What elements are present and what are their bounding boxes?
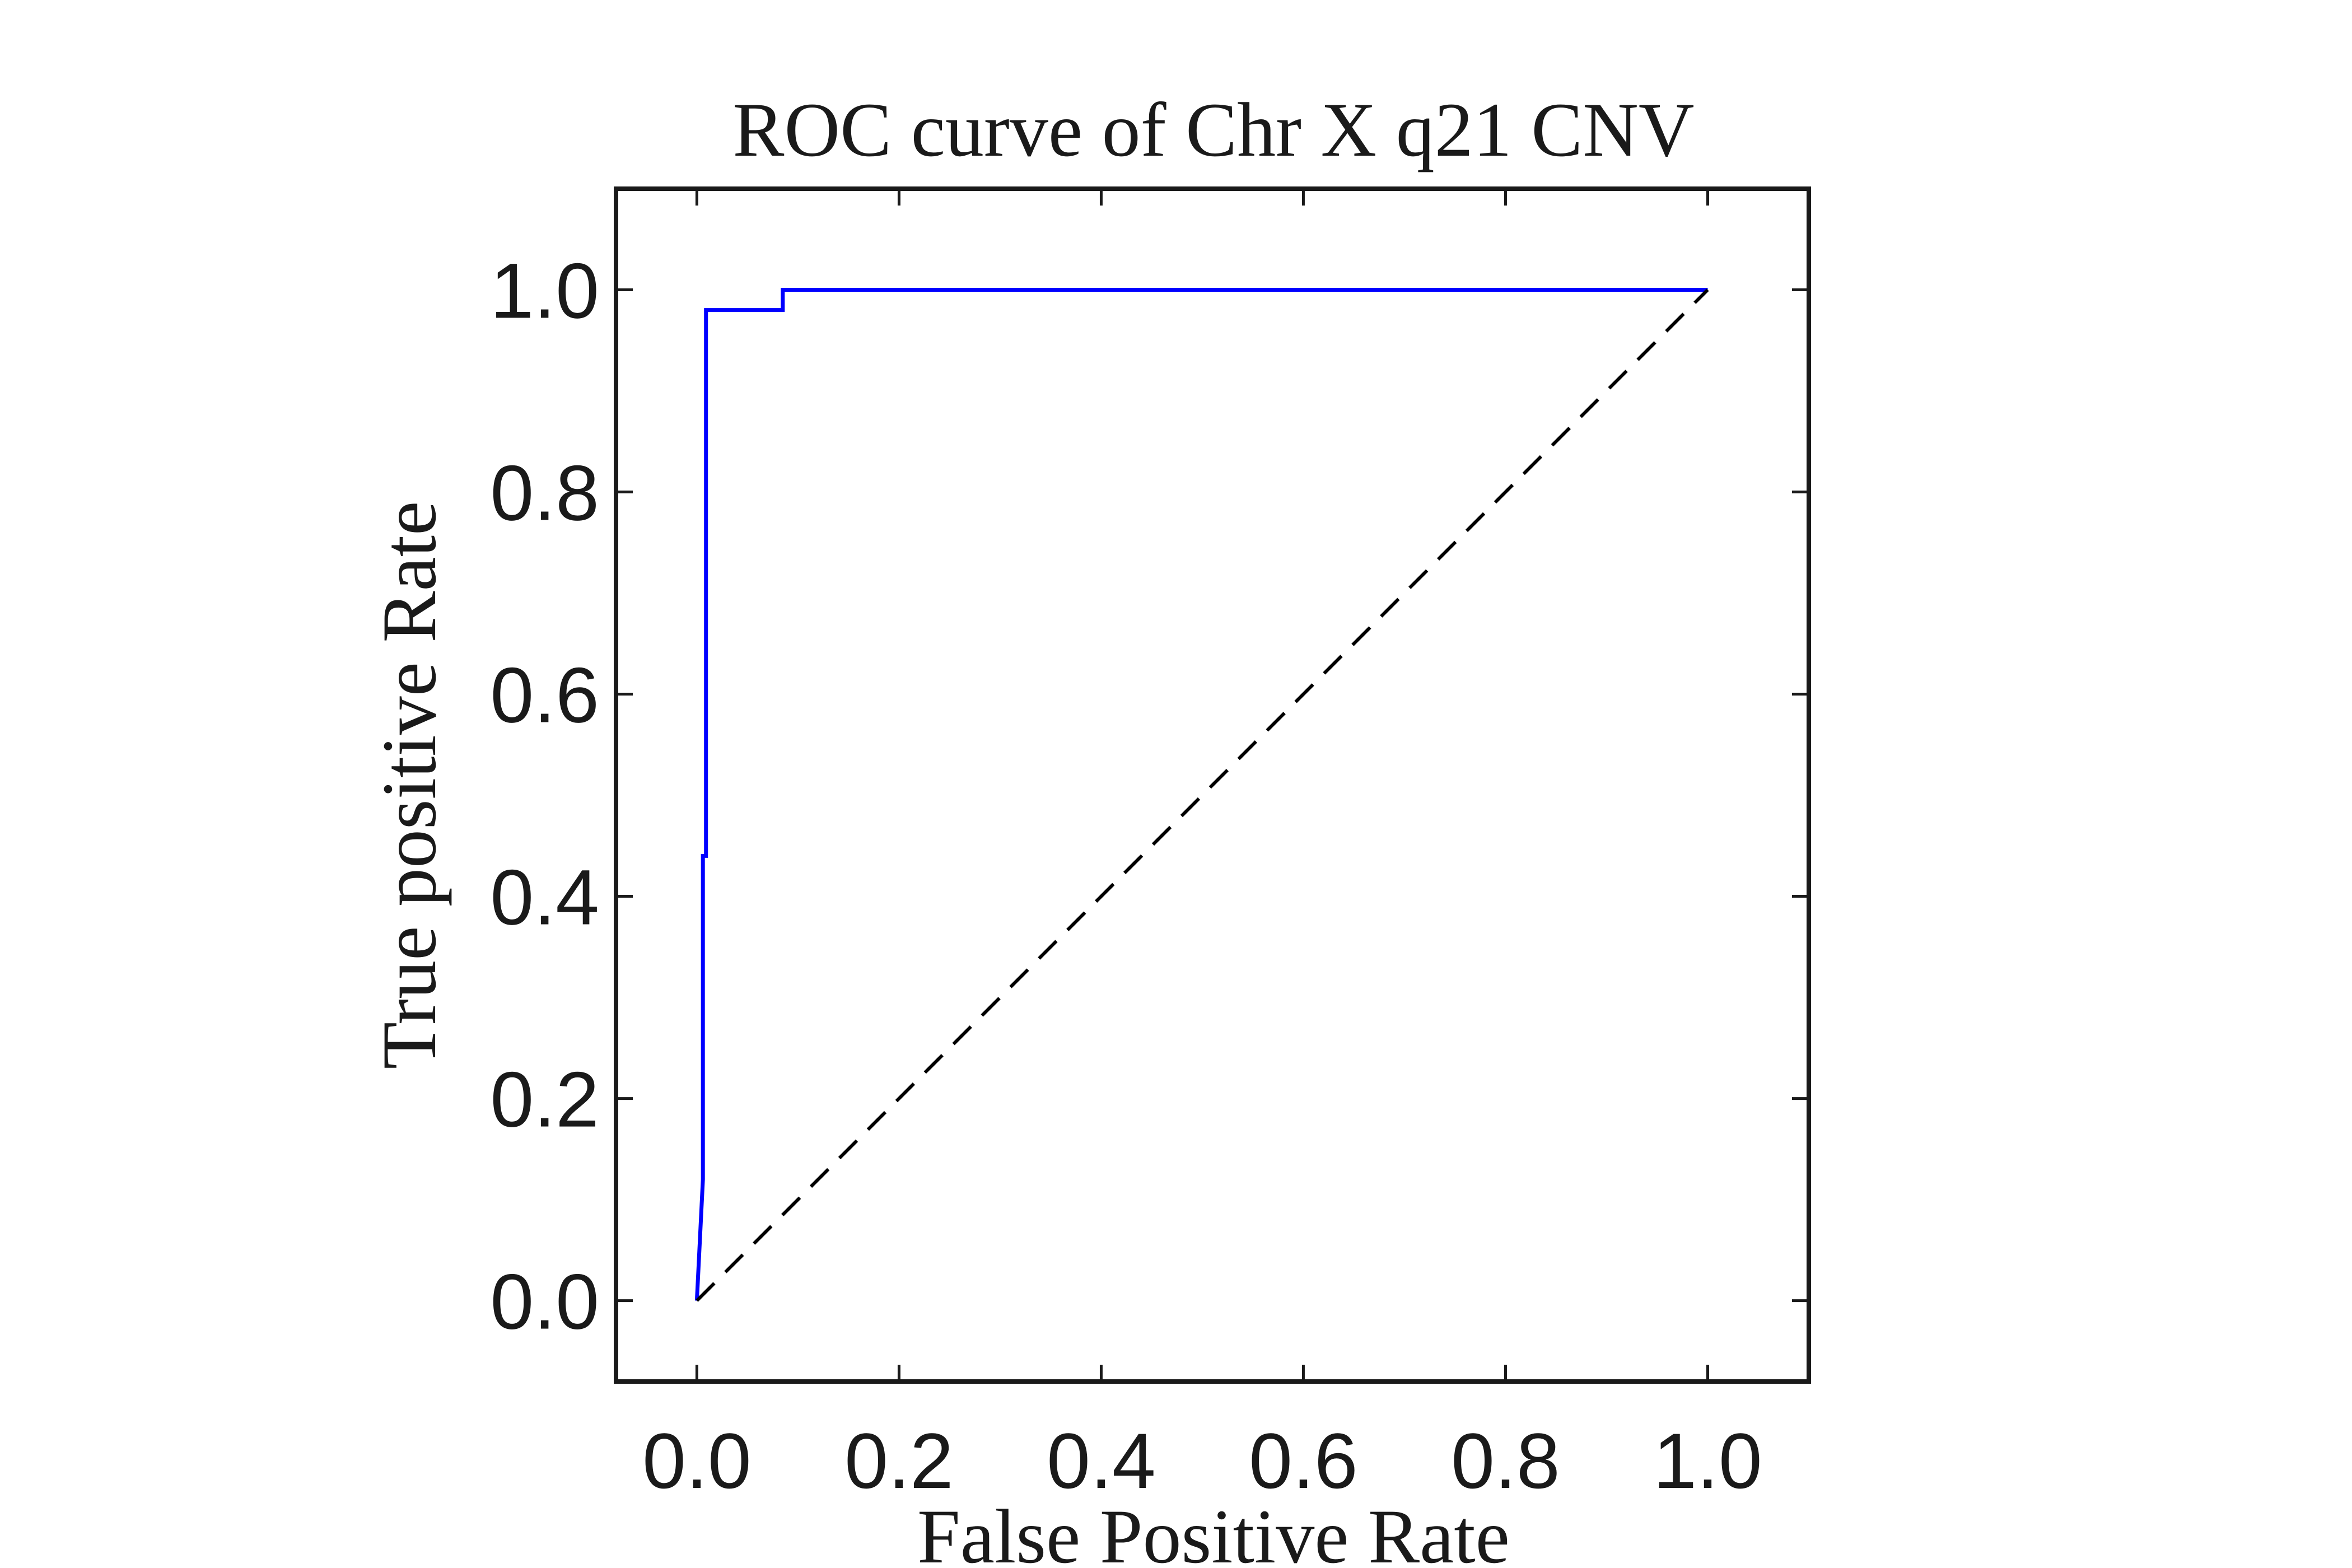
y-tick-label: 0.0 [490, 1258, 599, 1346]
y-axis-label: True positive Rate [366, 501, 452, 1070]
chart-title: ROC curve of Chr X q21 CNV [732, 87, 1694, 172]
x-tick-label: 0.6 [1249, 1417, 1358, 1505]
roc-curve-line [694, 288, 1708, 1301]
x-tick-label: 0.8 [1451, 1417, 1560, 1505]
x-tick-label: 0.2 [844, 1417, 954, 1505]
plot-frame [614, 186, 1811, 1384]
y-tick-label: 0.2 [490, 1056, 599, 1144]
y-tick-label: 0.4 [490, 853, 599, 941]
ticks-layer: 0.0 0.2 0.4 0.6 0.8 1.0 0.0 0.2 0.4 0.6 0.8 1.0 [490, 189, 1809, 1505]
x-tick-label: 0.0 [642, 1417, 752, 1505]
y-tick-label: 0.8 [490, 449, 599, 537]
y-tick-label: 1.0 [490, 247, 599, 335]
series-layer [694, 288, 1709, 1302]
x-tick-label: 1.0 [1653, 1417, 1762, 1505]
x-axis-label: False Positive Rate [917, 1494, 1510, 1568]
y-tick-label: 0.6 [490, 651, 599, 739]
chance-diagonal-line [696, 288, 1709, 1302]
x-tick-label: 0.4 [1047, 1417, 1156, 1505]
